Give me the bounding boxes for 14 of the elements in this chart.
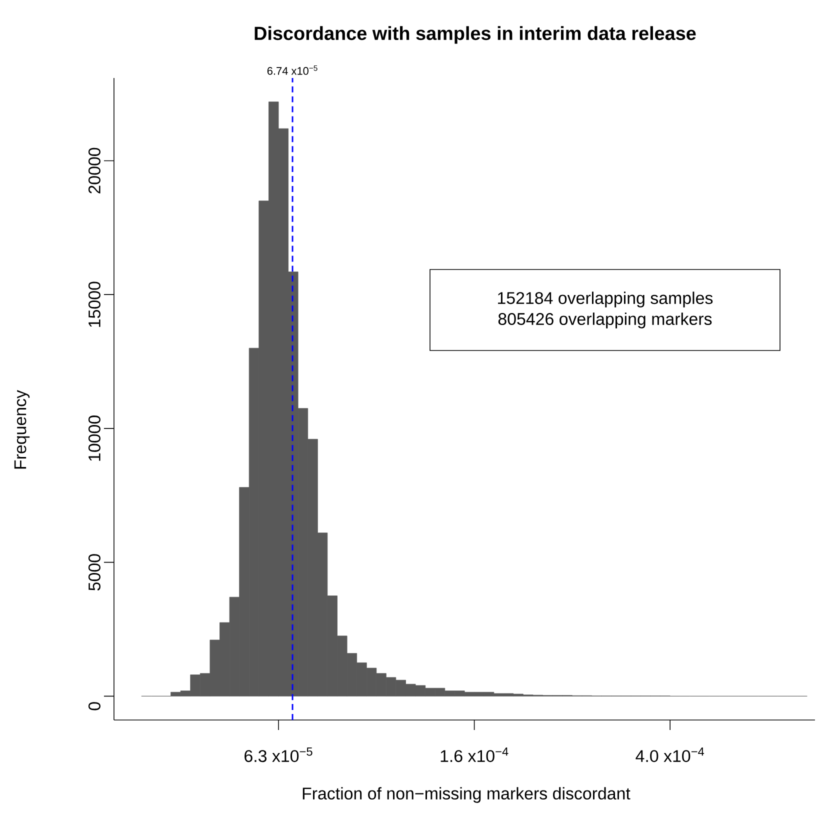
x-tick-label: 1.6 x10$^{−4}$: [440, 748, 508, 762]
y-axis-title: Frequency: [14, 390, 30, 469]
y-tick-label: 5000: [88, 554, 100, 590]
y-tick-label: 15000: [88, 282, 100, 327]
y-tick-label: 20000: [88, 148, 100, 194]
x-axis-title: Fraction of non−missing markers discordant: [302, 787, 630, 803]
y-tick-label: 10000: [88, 416, 100, 461]
annotation: 152184 overlapping samples: [498, 292, 713, 308]
annotation: 805426 overlapping markers: [498, 312, 712, 328]
x-tick-label: 6.3 x10$^{−5}$: [244, 748, 312, 762]
chart-title: Discordance with samples in interim data release: [254, 26, 696, 44]
x-tick-label: 4.0 x10$^{−4}$: [636, 748, 704, 762]
y-tick-label: 0: [88, 702, 100, 710]
ref-line-label: 6.74 x10$^{−5}$: [267, 65, 318, 75]
